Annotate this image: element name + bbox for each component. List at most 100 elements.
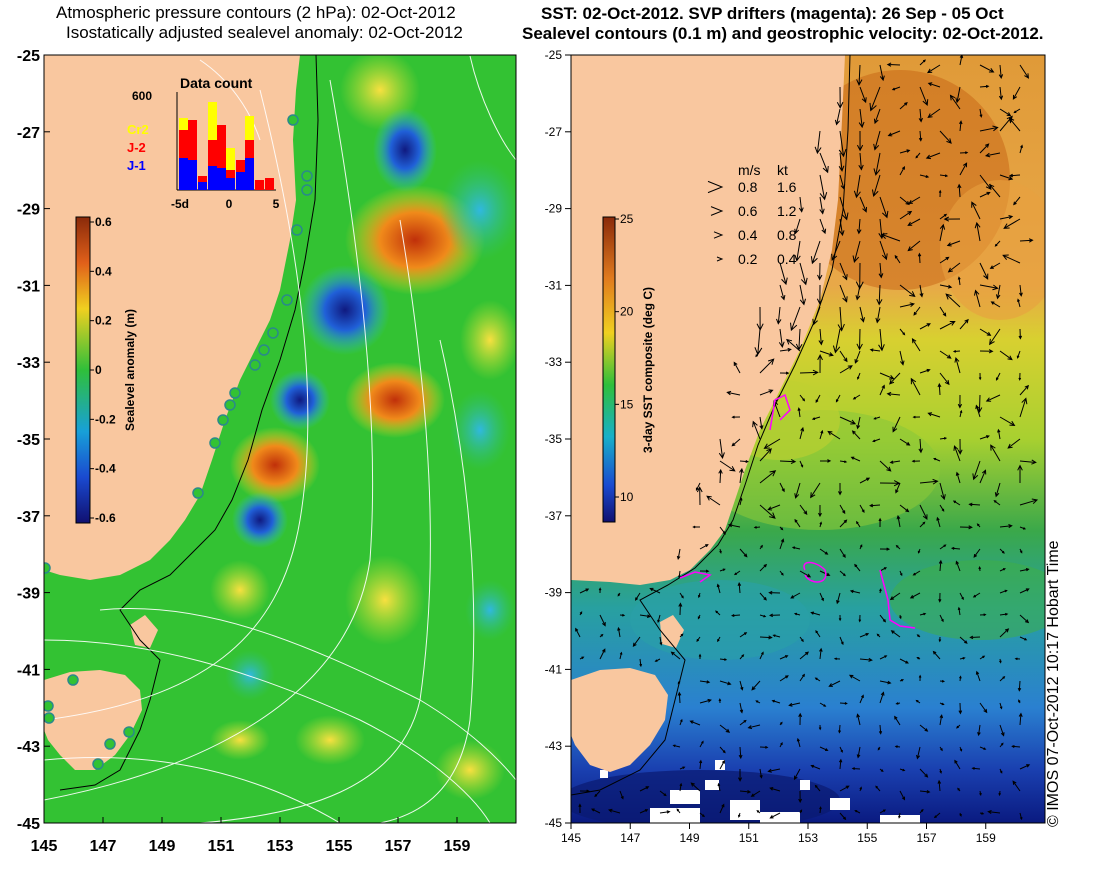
velocity-arrow xyxy=(812,306,821,326)
velocity-arrow xyxy=(879,196,889,219)
sla-anomaly-field xyxy=(210,55,516,800)
data-count-inset: Data count 600 -5d 0 5 Cr2 J-2 J-1 xyxy=(127,75,280,211)
velocity-arrow xyxy=(889,460,901,464)
velocity-arrow xyxy=(879,384,885,396)
velocity-arrow xyxy=(933,457,941,462)
velocity-legend-ms: 0.6 xyxy=(738,203,758,219)
velocity-arrow xyxy=(794,518,801,528)
velocity-arrow xyxy=(798,196,804,213)
velocity-arrow xyxy=(939,679,946,683)
sla-colorbar-tick-label: -0.6 xyxy=(95,511,116,525)
velocity-arrow xyxy=(873,108,881,125)
velocity-arrow xyxy=(719,680,732,686)
velocity-arrow xyxy=(790,592,801,599)
velocity-arrow xyxy=(670,651,681,660)
velocity-arrow xyxy=(999,214,1014,220)
velocity-arrow xyxy=(908,196,921,205)
velocity-arrow xyxy=(854,563,861,572)
right-y-tick-label: -29 xyxy=(545,202,563,216)
right-x-tick-label: 149 xyxy=(679,831,699,845)
velocity-arrow xyxy=(938,636,942,643)
velocity-arrow xyxy=(859,504,865,513)
velocity-arrow xyxy=(979,613,987,617)
velocity-arrow xyxy=(839,416,857,425)
velocity-arrow xyxy=(818,504,822,518)
velocity-arrow xyxy=(939,702,945,706)
velocity-arrow xyxy=(672,744,681,748)
velocity-arrow xyxy=(814,130,822,155)
velocity-arrow xyxy=(799,673,805,682)
velocity-arrow xyxy=(1019,548,1023,554)
velocity-arrow xyxy=(979,812,985,815)
velocity-arrow xyxy=(819,429,824,440)
velocity-arrow xyxy=(989,328,1001,346)
velocity-arrow xyxy=(599,614,606,627)
velocity-arrow xyxy=(759,745,769,749)
velocity-arrow xyxy=(635,592,641,601)
velocity-arrow xyxy=(1019,498,1039,506)
velocity-arrow xyxy=(815,394,821,404)
velocity-arrow xyxy=(872,438,881,443)
velocity-arrow xyxy=(899,504,910,513)
velocity-legend-kt: 0.4 xyxy=(777,251,797,267)
sla-colorbar-label: Sealevel anomaly (m) xyxy=(123,309,137,431)
velocity-arrow xyxy=(838,152,845,172)
velocity-arrow xyxy=(907,218,921,226)
velocity-arrow xyxy=(899,438,911,446)
left-y-tick-label: -45 xyxy=(17,816,40,833)
velocity-arrow xyxy=(899,679,905,682)
velocity-arrow xyxy=(999,350,1013,361)
velocity-arrow xyxy=(718,438,725,459)
velocity-arrow xyxy=(692,525,701,529)
velocity-arrow xyxy=(699,698,712,704)
velocity-arrow xyxy=(932,650,941,660)
tasmania-land-right xyxy=(571,668,668,772)
velocity-arrow xyxy=(819,702,827,707)
velocity-arrow xyxy=(939,223,946,242)
velocity-arrow xyxy=(894,745,901,748)
velocity-arrow xyxy=(899,614,902,620)
velocity-arrow xyxy=(919,86,929,107)
velocity-arrow xyxy=(877,746,881,751)
velocity-arrow xyxy=(659,636,663,646)
velocity-arrow xyxy=(857,372,861,380)
velocity-arrow xyxy=(999,174,1014,181)
velocity-arrow xyxy=(654,658,661,662)
velocity-arrow xyxy=(799,262,808,286)
velocity-arrow xyxy=(999,524,1013,529)
velocity-legend-kt: 1.6 xyxy=(777,179,797,195)
velocity-arrow xyxy=(911,338,921,352)
velocity-arrow xyxy=(819,174,828,201)
velocity-arrow xyxy=(879,460,892,472)
velocity-arrow xyxy=(837,306,845,332)
velocity-arrow xyxy=(949,94,961,110)
velocity-arrow xyxy=(695,482,701,491)
velocity-arrow xyxy=(909,592,921,599)
velocity-arrow xyxy=(999,628,1010,638)
velocity-arrow xyxy=(990,444,1001,462)
right-y-tick-label: -37 xyxy=(545,509,563,523)
velocity-arrow xyxy=(759,416,764,430)
velocity-arrow xyxy=(739,548,748,558)
velocity-arrow xyxy=(955,560,961,572)
velocity-arrow xyxy=(998,64,1004,80)
velocity-arrow xyxy=(768,590,781,595)
velocity-arrow xyxy=(814,784,821,792)
velocity-arrow xyxy=(689,720,701,726)
velocity-arrow xyxy=(999,589,1008,594)
velocity-arrow xyxy=(1007,438,1021,449)
velocity-arrow xyxy=(999,742,1004,748)
velocity-arrow xyxy=(819,647,823,660)
velocity-arrow xyxy=(919,768,929,778)
velocity-arrow xyxy=(939,746,943,752)
velocity-arrow xyxy=(856,416,861,430)
sla-colorbar-tick-label: -0.4 xyxy=(95,462,116,476)
velocity-arrow xyxy=(739,702,744,714)
velocity-legend-arrow xyxy=(710,206,724,216)
velocity-arrow xyxy=(919,59,926,66)
velocity-arrow xyxy=(899,149,911,154)
left-x-tick-label: 157 xyxy=(385,838,412,855)
velocity-arrow xyxy=(798,790,803,804)
velocity-arrow xyxy=(819,521,823,528)
velocity-arrow xyxy=(887,130,901,137)
